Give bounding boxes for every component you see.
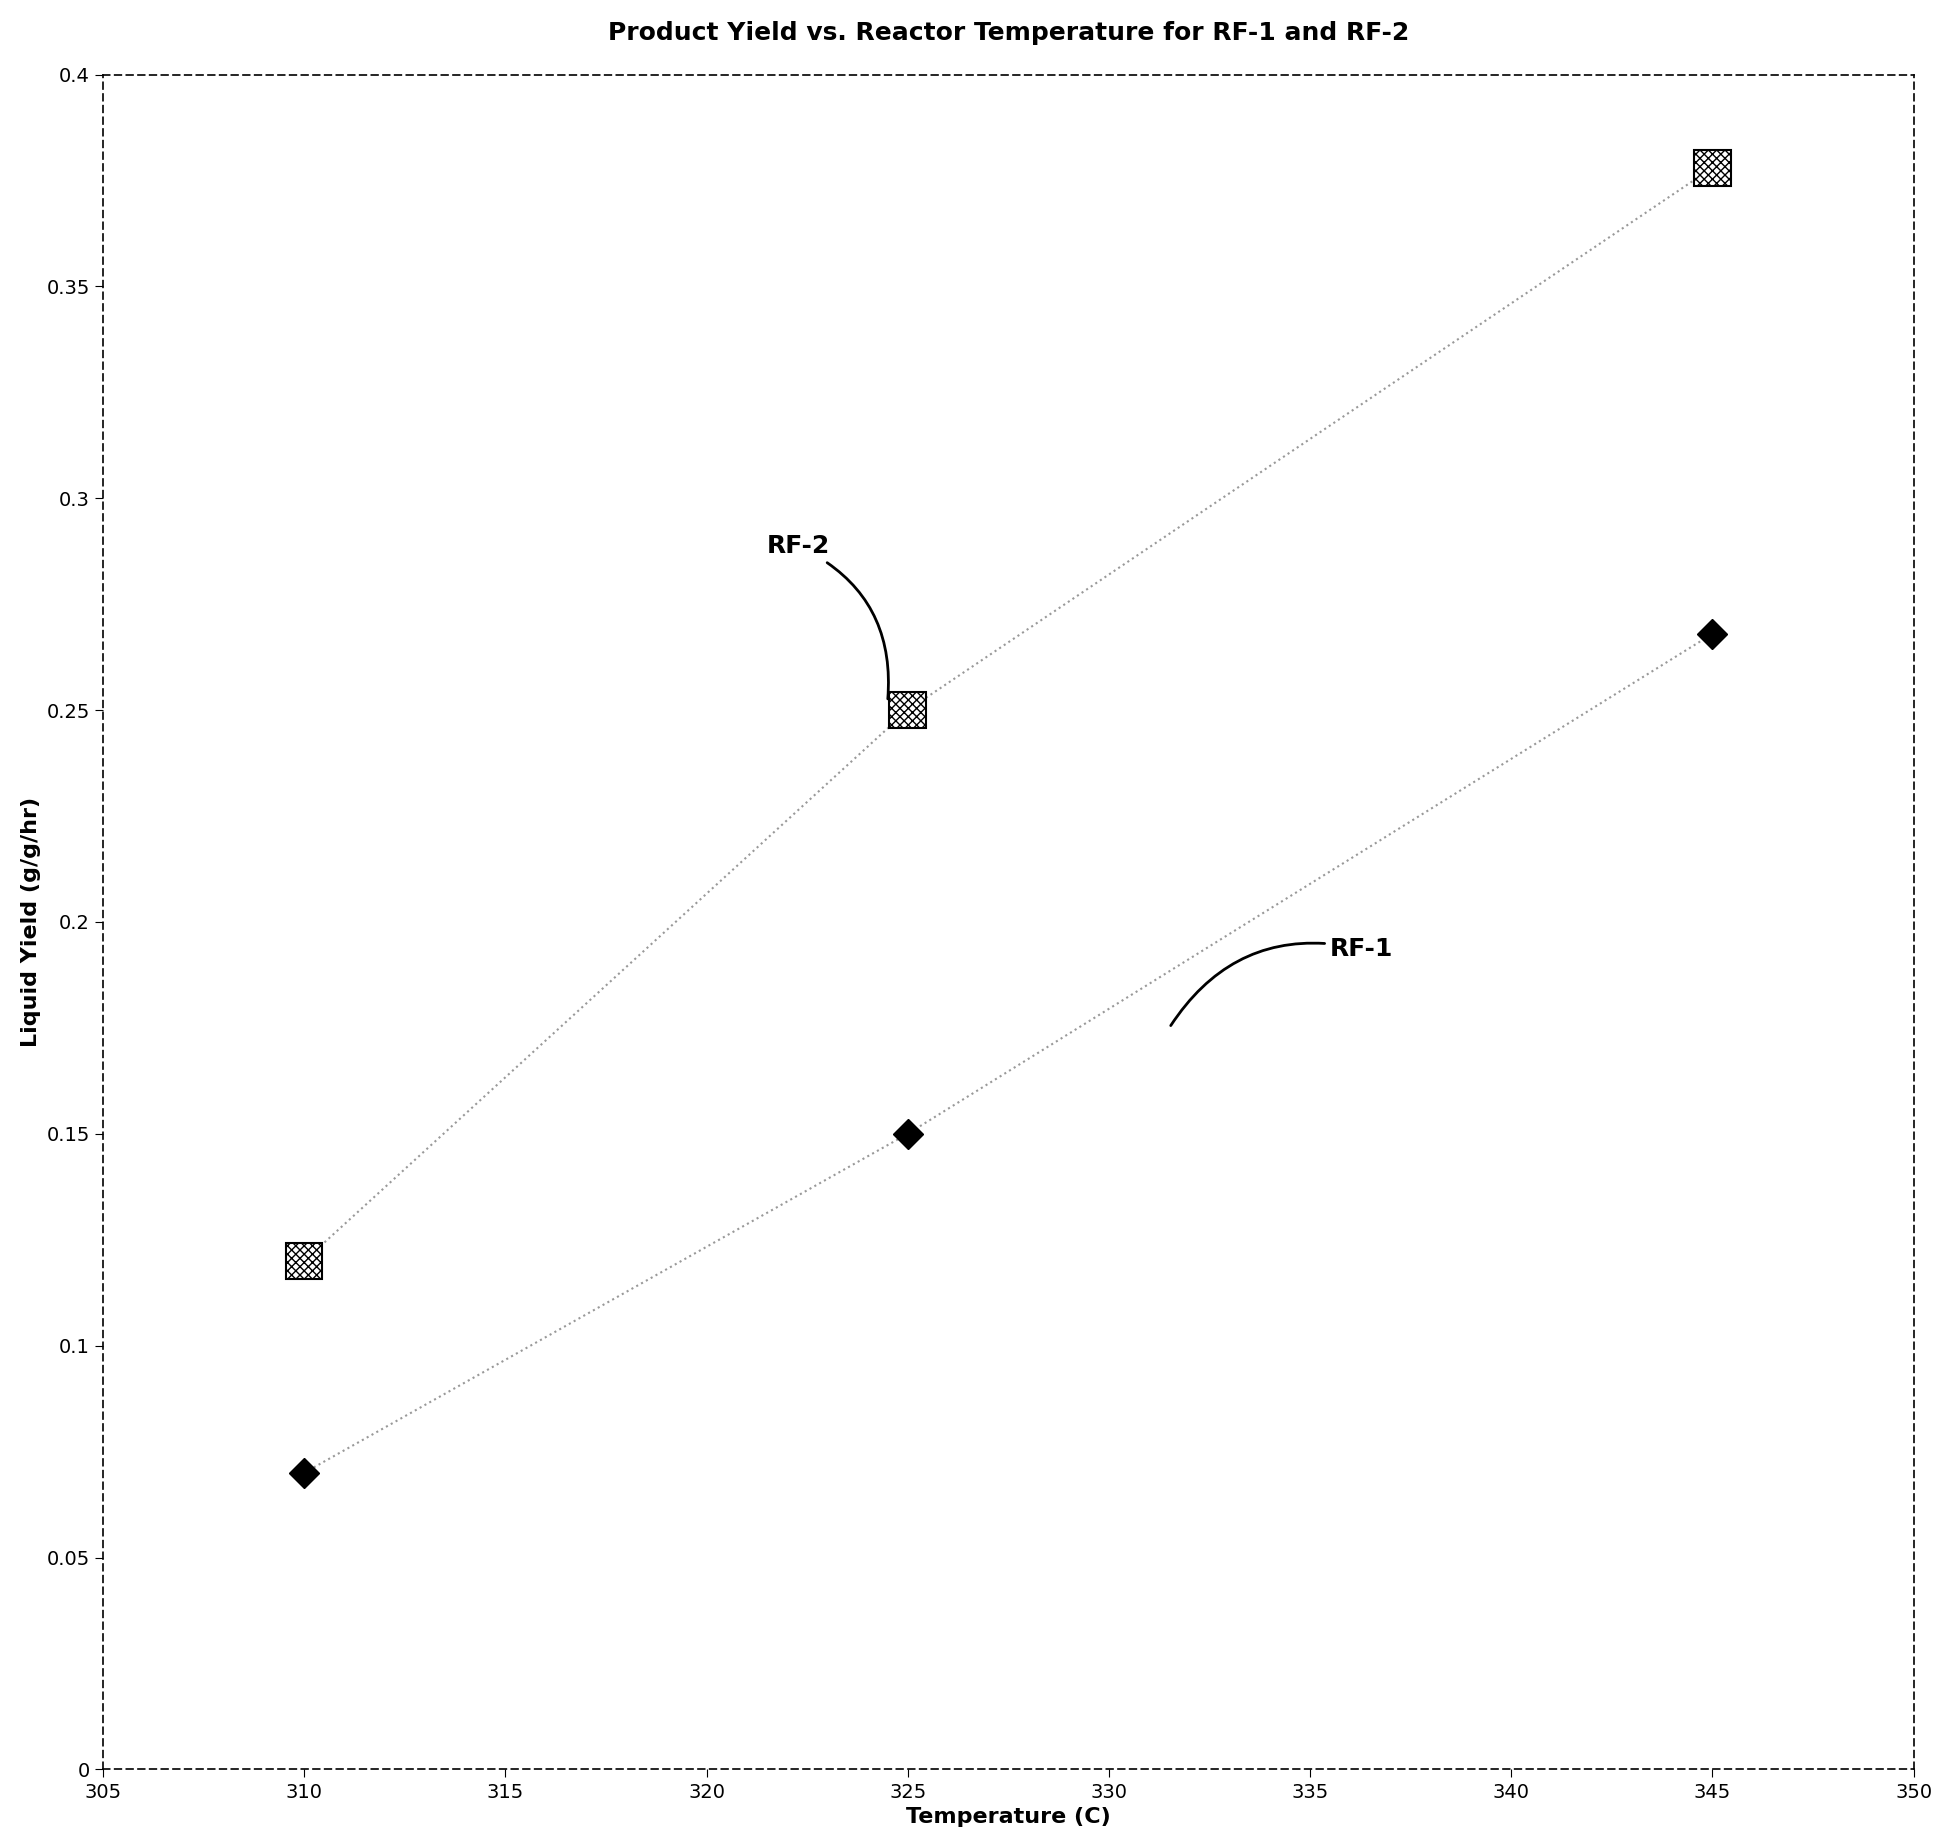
- Bar: [285, 1242, 322, 1279]
- Text: RF-2: RF-2: [768, 534, 889, 699]
- Bar: [889, 691, 926, 728]
- Y-axis label: Liquid Yield (g/g/hr): Liquid Yield (g/g/hr): [21, 796, 41, 1048]
- Title: Product Yield vs. Reactor Temperature for RF-1 and RF-2: Product Yield vs. Reactor Temperature fo…: [607, 20, 1408, 44]
- Text: RF-1: RF-1: [1170, 937, 1394, 1026]
- Bar: [1693, 150, 1730, 187]
- X-axis label: Temperature (C): Temperature (C): [906, 1807, 1111, 1828]
